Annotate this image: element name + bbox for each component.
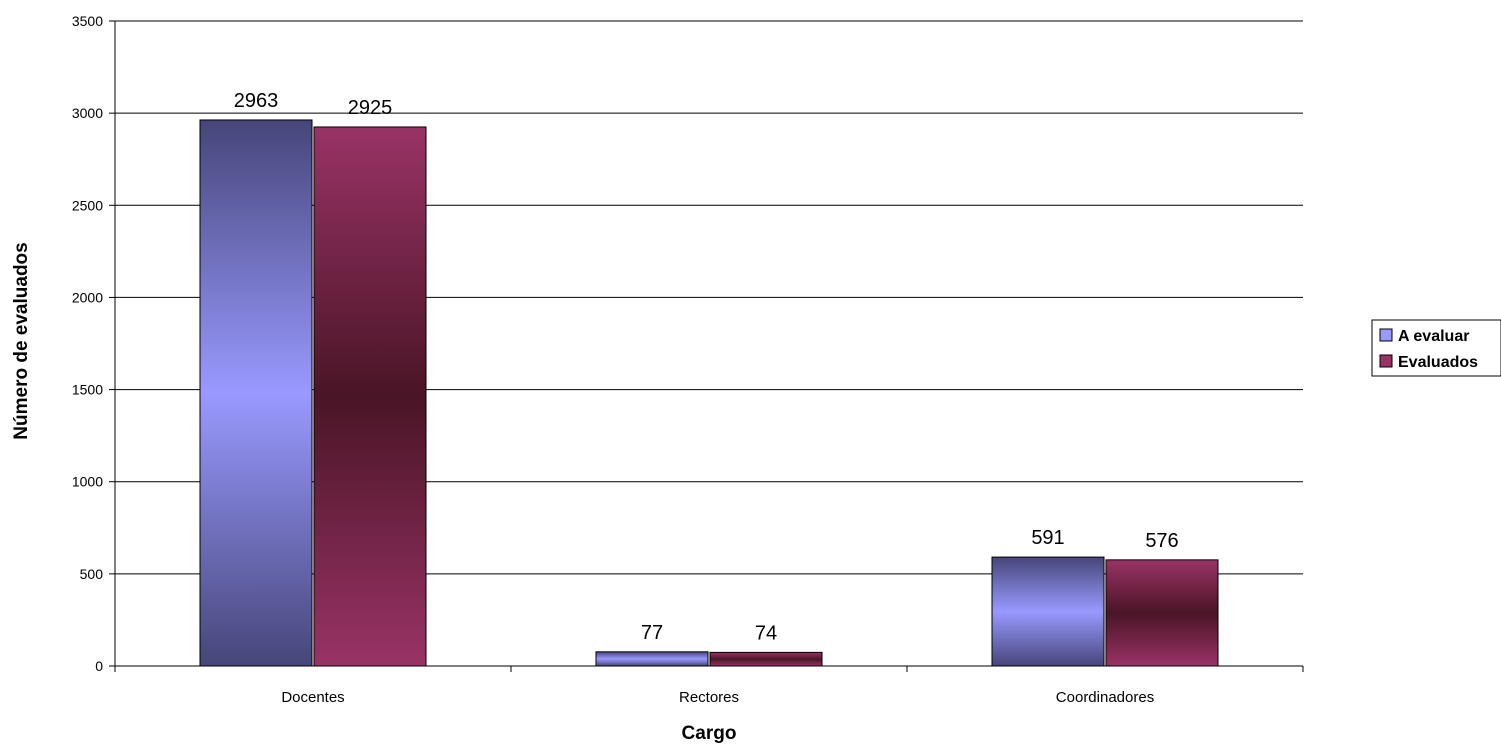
axes <box>109 20 1304 672</box>
y-tick-label-3000: 3000 <box>72 105 103 121</box>
y-tick-label-0: 0 <box>95 658 103 674</box>
labels: 0 500 1000 1500 2000 2500 3000 3500 2963 2925 Doce… <box>72 13 1179 706</box>
bar-coordinadores-evaluados <box>1105 559 1219 667</box>
legend-box <box>1371 319 1501 377</box>
data-label-rectores-a-evaluar: 77 <box>641 622 663 644</box>
y-tick-label-1000: 1000 <box>72 474 103 490</box>
data-label-docentes-evaluados: 2925 <box>348 97 393 119</box>
x-tick-label-rectores: Rectores <box>679 689 739 706</box>
gridlines <box>115 20 1303 575</box>
legend-swatch-a-evaluar <box>1379 328 1393 342</box>
y-tick-label-2500: 2500 <box>72 197 103 213</box>
data-label-coordinadores-evaluados: 576 <box>1145 530 1178 552</box>
y-tick-label-1500: 1500 <box>72 382 103 398</box>
x-axis-title: Cargo <box>682 723 737 744</box>
bar-docentes-a-evaluar <box>199 119 313 667</box>
data-label-rectores-evaluados: 74 <box>755 622 777 644</box>
y-tick-label-500: 500 <box>80 566 104 582</box>
x-tick-label-docentes: Docentes <box>281 689 344 706</box>
legend: A evaluar Evaluados <box>1371 319 1501 377</box>
bar-rectores-evaluados <box>709 651 823 667</box>
bars <box>199 119 1219 667</box>
y-axis-title: Número de evaluados <box>11 242 32 439</box>
bar-docentes-evaluados <box>313 126 427 667</box>
bar-rectores-a-evaluar <box>595 651 709 667</box>
x-tick-label-coordinadores: Coordinadores <box>1056 689 1154 706</box>
legend-label-a-evaluar: A evaluar <box>1398 328 1469 345</box>
data-label-docentes-a-evaluar: 2963 <box>234 90 279 112</box>
y-tick-label-2000: 2000 <box>72 289 103 305</box>
y-tick-label-3500: 3500 <box>72 13 103 29</box>
data-label-coordinadores-a-evaluar: 591 <box>1031 527 1064 549</box>
legend-label-evaluados: Evaluados <box>1398 354 1478 371</box>
bar-coordinadores-a-evaluar <box>991 556 1105 667</box>
legend-swatch-evaluados <box>1379 354 1393 368</box>
